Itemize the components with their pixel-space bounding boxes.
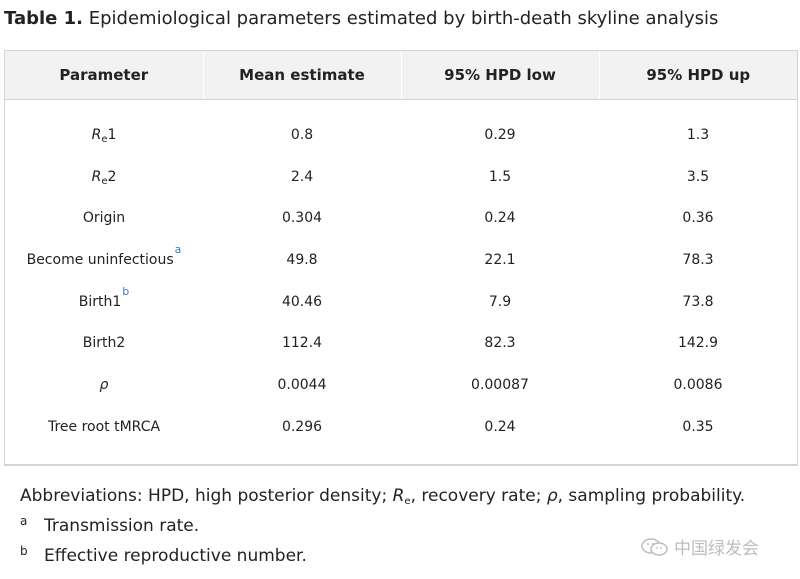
cell-parameter: Birth1b xyxy=(5,281,203,323)
cell-parameter: Birth2 xyxy=(5,322,203,364)
parameter-index: 1 xyxy=(107,126,117,143)
footnote-a-mark: a xyxy=(20,514,28,528)
table-row: ρ 0.0044 0.00087 0.0086 xyxy=(5,364,797,406)
parameter-name: R xyxy=(91,168,102,185)
parameter-subscript: e xyxy=(101,175,108,187)
watermark-text: 中国绿发会 xyxy=(674,539,759,559)
cell-hpd-up: 0.36 xyxy=(682,210,714,227)
cell-hpd-up: 1.3 xyxy=(686,126,710,143)
table-row: Re1 0.8 0.29 1.3 xyxy=(5,100,797,156)
footnote-b-text: Effective reproductive number. xyxy=(44,546,307,566)
cell-hpd-low: 1.5 xyxy=(488,168,512,185)
cell-mean-estimate: 0.0044 xyxy=(277,376,327,393)
footnote-a: a Transmission rate. xyxy=(20,514,200,536)
column-header-parameter: Parameter xyxy=(5,51,203,100)
footnote-link[interactable]: b xyxy=(122,284,130,298)
parameter-subscript: e xyxy=(101,133,108,145)
table-caption: Table 1. Epidemiological parameters esti… xyxy=(4,6,718,32)
table-caption-text: Epidemiological parameters estimated by … xyxy=(88,8,719,29)
footnote-a-text: Transmission rate. xyxy=(44,516,200,536)
table-header-row: Parameter Mean estimate 95% HPD low 95% … xyxy=(5,51,797,100)
table-row: Origin 0.304 0.24 0.36 xyxy=(5,197,797,239)
watermark: 中国绿发会 xyxy=(640,534,759,559)
cell-mean-estimate: 0.8 xyxy=(290,126,314,143)
abbreviations-re-symbol: R xyxy=(392,486,405,506)
column-header-mean-estimate: Mean estimate xyxy=(202,51,401,100)
cell-mean-estimate: 0.296 xyxy=(281,418,323,435)
table-bottom-divider xyxy=(4,464,798,466)
abbreviations-suffix: , sampling probability. xyxy=(557,486,746,506)
parameter-name: Origin xyxy=(82,210,126,227)
cell-hpd-low: 0.29 xyxy=(484,126,516,143)
parameter-name: Become uninfectious xyxy=(26,251,174,268)
wechat-icon xyxy=(641,537,668,556)
parameter-name: Tree root tMRCA xyxy=(47,418,161,435)
column-header-hpd-low: 95% HPD low xyxy=(400,51,599,100)
table-row: Birth2 112.4 82.3 142.9 xyxy=(5,322,797,364)
table-row: Re2 2.4 1.5 3.5 xyxy=(5,156,797,198)
cell-parameter: Re2 xyxy=(5,156,203,198)
cell-hpd-low: 22.1 xyxy=(484,251,516,268)
cell-parameter: ρ xyxy=(5,364,203,406)
parameters-table-container: Parameter Mean estimate 95% HPD low 95% … xyxy=(4,50,798,465)
cell-hpd-up: 0.0086 xyxy=(673,376,723,393)
cell-hpd-low: 82.3 xyxy=(484,335,516,352)
table-row: Tree root tMRCA 0.296 0.24 0.35 xyxy=(5,406,797,448)
cell-mean-estimate: 112.4 xyxy=(281,335,323,352)
abbreviations-middle: , recovery rate; xyxy=(410,486,547,506)
parameter-name: R xyxy=(91,126,102,143)
parameter-name: ρ xyxy=(99,376,109,393)
cell-parameter: Become uninfectiousa xyxy=(5,239,203,281)
parameter-name: Birth2 xyxy=(82,335,126,352)
cell-hpd-up: 142.9 xyxy=(677,335,719,352)
cell-hpd-up: 3.5 xyxy=(686,168,710,185)
cell-hpd-low: 7.9 xyxy=(488,293,512,310)
parameter-name: Birth1 xyxy=(78,293,122,310)
cell-hpd-up: 78.3 xyxy=(682,251,714,268)
footnote-b: b Effective reproductive number. xyxy=(20,544,307,566)
cell-mean-estimate: 40.46 xyxy=(281,293,323,310)
cell-hpd-low: 0.00087 xyxy=(471,376,529,393)
table-row: Birth1b 40.46 7.9 73.8 xyxy=(5,281,797,323)
abbreviations-note: Abbreviations: HPD, high posterior densi… xyxy=(20,486,746,507)
abbreviations-rho-symbol: ρ xyxy=(546,486,558,506)
table-caption-label: Table 1. xyxy=(4,8,83,29)
table-row: Become uninfectiousa 49.8 22.1 78.3 xyxy=(5,239,797,281)
abbreviations-prefix: Abbreviations: HPD, high posterior densi… xyxy=(20,486,393,506)
abbreviations-re-subscript: e xyxy=(404,496,411,507)
cell-hpd-low: 0.24 xyxy=(484,418,516,435)
cell-parameter: Tree root tMRCA xyxy=(5,406,203,448)
footnote-b-mark: b xyxy=(20,544,28,558)
parameters-table: Parameter Mean estimate 95% HPD low 95% … xyxy=(5,51,797,448)
cell-hpd-low: 0.24 xyxy=(484,210,516,227)
cell-mean-estimate: 49.8 xyxy=(286,251,318,268)
cell-hpd-up: 0.35 xyxy=(682,418,714,435)
footnote-link[interactable]: a xyxy=(174,242,182,256)
cell-parameter: Origin xyxy=(5,197,203,239)
column-header-hpd-up: 95% HPD up xyxy=(598,51,797,100)
table-body: Re1 0.8 0.29 1.3 Re2 2.4 1.5 3.5 Origin 0.304 0.24… xyxy=(5,100,797,448)
cell-hpd-up: 73.8 xyxy=(682,293,714,310)
cell-mean-estimate: 2.4 xyxy=(290,168,314,185)
cell-parameter: Re1 xyxy=(5,100,203,156)
cell-mean-estimate: 0.304 xyxy=(281,210,323,227)
parameter-index: 2 xyxy=(107,168,117,185)
